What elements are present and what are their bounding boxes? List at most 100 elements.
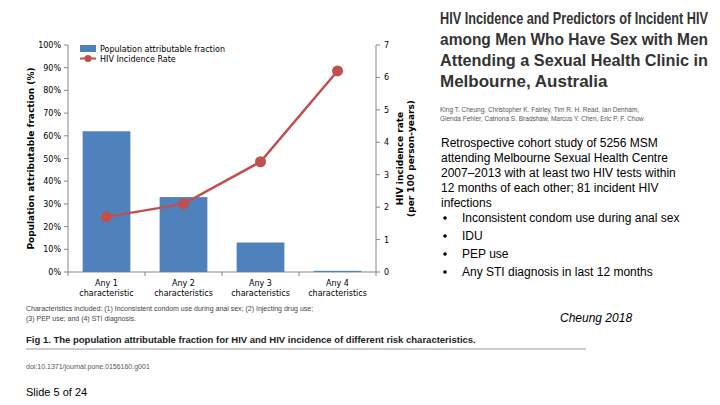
y-tick-label: 20% (43, 223, 61, 232)
summary-text: 2007–2013 with at least two HIV tests wi… (441, 166, 676, 180)
x-tick-label-line: characteristics (154, 289, 213, 298)
y2-tick-label: 7 (384, 41, 389, 50)
y2-tick (376, 272, 380, 273)
plot-area (83, 65, 362, 272)
slide-number: Slide 5 of 24 (26, 386, 87, 398)
line (107, 71, 338, 217)
bullet-text: Inconsistent condom use during anal sex (462, 211, 679, 225)
y2-tick (376, 239, 380, 240)
paper-title: HIV Incidence and Predictors of Incident… (440, 9, 708, 28)
x-tick-label-line: characteristics (231, 289, 290, 298)
summary-text: infections (441, 196, 492, 210)
bullet-text: PEP use (462, 247, 509, 261)
y-tick (64, 203, 68, 204)
y2-tick-label: 3 (384, 171, 389, 180)
y-tick (64, 67, 68, 68)
y-tick-label: 30% (43, 200, 61, 209)
x-tick-label: Any 3characteristics (231, 279, 290, 298)
marker (101, 211, 112, 222)
bar (314, 271, 362, 272)
y-tick (64, 90, 68, 91)
y-tick (64, 113, 68, 114)
y2-tick (376, 142, 380, 143)
y-tick-label: 10% (43, 245, 61, 254)
y2-axis-title: HIV incidence rate(per 100 person-years) (395, 100, 416, 217)
y-tick-label: 50% (43, 155, 61, 164)
x-tick-label-line: Any 4 (326, 279, 349, 288)
x-tick-label-line: characteristics (308, 289, 367, 298)
legend-label: Population attributable fraction (100, 45, 225, 54)
x-tick (68, 272, 69, 276)
legend-swatch (80, 45, 96, 52)
y2-tick (376, 77, 380, 78)
y-tick-label: 80% (43, 86, 61, 95)
bullet-text: Any STI diagnosis in last 12 months (462, 265, 653, 279)
y2-tick-label: 0 (384, 268, 389, 277)
summary-text: attending Melbourne Sexual Health Centre (441, 151, 668, 165)
y2-axis (376, 45, 377, 272)
y-tick (64, 272, 68, 273)
marker (332, 65, 343, 76)
x-tick (145, 272, 146, 276)
x-tick-label-line: Any 1 (95, 279, 118, 288)
y-tick (64, 249, 68, 250)
marker (255, 156, 266, 167)
y-tick-label: 100% (38, 41, 61, 50)
y2-tick (376, 109, 380, 110)
paper-authors: King T. Cheung, Christopher K. Fairley, … (440, 106, 639, 114)
bar (237, 242, 285, 272)
y2-tick-label: 5 (384, 106, 389, 115)
paper-title: among Men Who Have Sex with Men (440, 30, 708, 49)
y2-tick (376, 207, 380, 208)
x-tick-label-line: Any 2 (172, 279, 195, 288)
y-tick (64, 158, 68, 159)
bullet-dot (443, 252, 447, 256)
y-axis-title: Population attributable fraction (%) (26, 67, 36, 249)
y-tick (64, 226, 68, 227)
marker (178, 198, 189, 209)
slide: 0% 10% 20% 30% 40% 50% 60% 70% 80% 90% 100% 0 1 2 3 4 5 6… (0, 0, 720, 405)
legend-label: HIV Incidence Rate (100, 55, 176, 64)
y-tick (64, 135, 68, 136)
citation: Cheung 2018 (560, 311, 632, 325)
summary-text: 12 months of each other; 81 incident HIV (441, 181, 658, 195)
x-tick (376, 272, 377, 276)
x-tick-label: Any 4characteristics (308, 279, 367, 298)
summary-text: Retrospective cohort study of 5256 MSM (441, 136, 658, 150)
paper-title: Attending a Sexual Health Clinic in (440, 51, 708, 70)
legend-marker (85, 55, 92, 62)
y-tick-label: 60% (43, 132, 61, 141)
y2-tick-label: 4 (384, 138, 389, 147)
y2-tick (376, 45, 380, 46)
bullet-text: IDU (462, 229, 483, 243)
y2-axis-title-line: (per 100 person-years) (406, 100, 416, 217)
x-tick (299, 272, 300, 276)
y2-tick (376, 174, 380, 175)
bullet-dot (443, 270, 447, 274)
figure-caption: (3) PEP use; and (4) STI diagnosis. (26, 315, 136, 323)
y2-tick-label: 2 (384, 203, 389, 212)
x-tick-label-line: characteristic (79, 289, 133, 298)
x-tick (222, 272, 223, 276)
y-tick-label: 90% (43, 64, 61, 73)
paper-authors: Glenda Fehler, Catriona S. Bradshaw, Mar… (440, 115, 644, 122)
y-tick (64, 181, 68, 182)
x-tick-label-line: Any 3 (249, 279, 272, 288)
x-tick-label: Any 2characteristics (154, 279, 213, 298)
y-tick (64, 45, 68, 46)
x-tick-label: Any 1characteristic (79, 279, 133, 298)
y-tick-label: 70% (43, 109, 61, 118)
bar (160, 197, 208, 272)
y2-axis-title-line: HIV incidence rate (395, 112, 405, 205)
bullet-dot (443, 216, 447, 220)
figure-title: Fig 1. The population attributable fract… (26, 334, 476, 345)
bar (83, 131, 131, 272)
y2-tick-label: 6 (384, 73, 389, 82)
y-tick-label: 40% (43, 177, 61, 186)
bullet-dot (443, 234, 447, 238)
doi: doi:10.1371/journal.pone.0156160.g001 (26, 363, 150, 371)
y-tick-label: 0% (48, 268, 61, 277)
figure-rule (26, 349, 586, 350)
paper-title: Melbourne, Australia (440, 72, 608, 91)
y2-tick-label: 1 (384, 236, 389, 245)
